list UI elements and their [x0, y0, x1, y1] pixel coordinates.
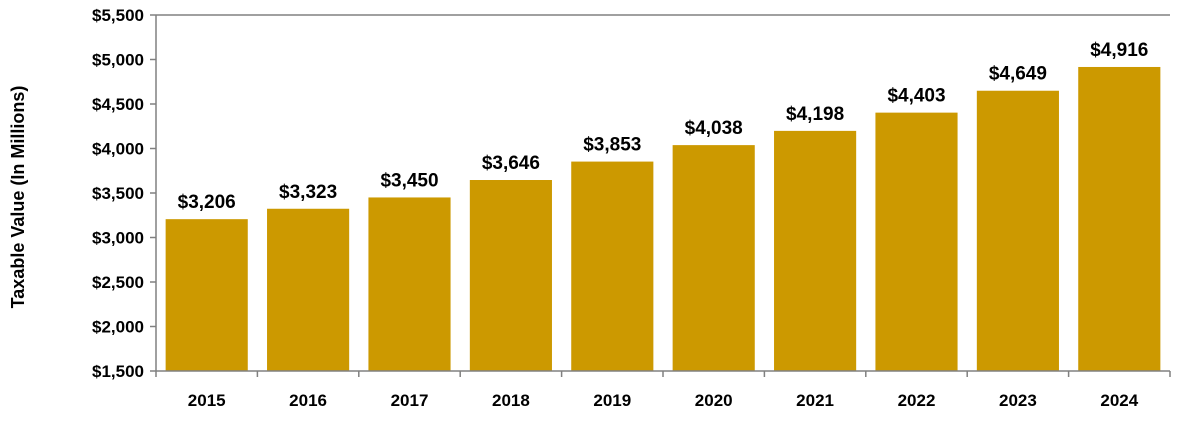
x-tick-label-2016: 2016 — [289, 391, 327, 410]
data-label-2019: $3,853 — [583, 135, 641, 156]
y-tick-label: $1,500 — [92, 362, 144, 381]
y-ticks-layer: $1,500 $2,000 $2,500 $3,000 $3,500 $4,000 $4,5… — [92, 6, 156, 381]
bar-2015 — [165, 219, 248, 371]
bar-2019 — [571, 161, 654, 371]
data-label-2015: $3,206 — [178, 192, 236, 213]
x-tick-label-2024: 2024 — [1100, 391, 1138, 410]
data-label-2018: $3,646 — [482, 153, 540, 174]
bar-2020 — [672, 145, 755, 371]
y-tick-label: $5,500 — [92, 6, 144, 25]
bar-2018 — [469, 180, 552, 371]
y-tick-label: $2,000 — [92, 318, 144, 337]
x-tick-label-2022: 2022 — [898, 391, 936, 410]
x-ticks-layer: 2015 2016 2017 2018 2019 2020 2021 2022 2023 2024 — [155, 371, 1171, 410]
bars-layer — [165, 66, 1161, 372]
y-tick-label: $3,000 — [92, 229, 144, 248]
x-tick-label-2020: 2020 — [695, 391, 733, 410]
x-tick-label-2017: 2017 — [391, 391, 429, 410]
y-tick-label: $2,500 — [92, 273, 144, 292]
data-label-2023: $4,649 — [989, 64, 1047, 85]
y-tick-label: $4,000 — [92, 140, 144, 159]
y-tick-label: $5,000 — [92, 51, 144, 70]
data-label-2022: $4,403 — [887, 86, 945, 107]
data-label-2016: $3,323 — [279, 182, 337, 203]
x-tick-label-2018: 2018 — [492, 391, 530, 410]
y-tick-label: $4,500 — [92, 95, 144, 114]
x-tick-label-2019: 2019 — [593, 391, 631, 410]
y-tick-label: $3,500 — [92, 184, 144, 203]
x-tick-label-2015: 2015 — [188, 391, 226, 410]
data-labels-layer: $3,206 $3,323 $3,450 $3,646 $3,853 $4,038 $4,1… — [178, 40, 1149, 213]
bar-2017 — [368, 197, 451, 371]
x-tick-label-2023: 2023 — [999, 391, 1037, 410]
bar-2022 — [875, 112, 958, 372]
data-label-2024: $4,916 — [1090, 40, 1148, 61]
data-label-2017: $3,450 — [380, 170, 438, 191]
y-axis-title: Taxable Value (In Millions) — [8, 86, 28, 309]
bar-2021 — [774, 130, 857, 371]
x-tick-label-2021: 2021 — [796, 391, 834, 410]
data-label-2020: $4,038 — [685, 118, 743, 139]
bar-2023 — [976, 90, 1059, 371]
bar-2016 — [267, 208, 350, 371]
bar-2024 — [1078, 66, 1161, 371]
data-label-2021: $4,198 — [786, 104, 844, 125]
